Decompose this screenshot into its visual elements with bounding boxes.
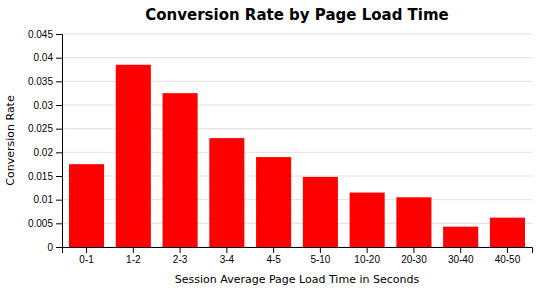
y-tick-label: 0.005	[28, 218, 53, 229]
x-tick-mark	[273, 247, 274, 253]
x-tick-mark	[226, 247, 227, 253]
y-tick-mark	[56, 223, 62, 224]
chart-title: Conversion Rate by Page Load Time	[145, 6, 449, 24]
x-axis-title: Session Average Page Load Time in Second…	[175, 273, 420, 286]
y-tick-label: 0.04	[34, 52, 54, 63]
y-tick-mark	[56, 105, 62, 106]
y-tick: 0.03	[34, 100, 62, 111]
bar	[69, 164, 104, 247]
x-tick-mark	[133, 247, 134, 253]
x-tick-mark	[86, 247, 87, 253]
x-axis: 0-1 1-2 2-3 3-4 4-5 5-10 10-20 20-30 30-40 40-50	[63, 247, 533, 265]
chart-container: 0-11-22-33-44-55-1010-2020-3030-4040-500…	[0, 0, 546, 291]
plot-area: 0-11-22-33-44-55-1010-2020-3030-4040-500…	[28, 29, 533, 265]
y-tick: 0.045	[28, 29, 62, 40]
x-tick-mark	[460, 247, 461, 253]
y-tick-mark	[56, 129, 62, 130]
bar	[490, 218, 525, 247]
y-tick-label: 0.025	[28, 123, 53, 134]
x-tick-label: 5-10	[310, 254, 330, 265]
bar	[303, 177, 338, 247]
y-tick: 0	[47, 242, 62, 253]
y-axis-line	[56, 35, 63, 248]
y-tick-label: 0.045	[28, 29, 53, 40]
bar	[209, 138, 244, 247]
y-tick-mark	[56, 152, 62, 153]
x-tick: 0-1	[79, 247, 94, 265]
x-tick-mark	[180, 247, 181, 253]
bar	[116, 65, 151, 247]
x-tick: 2-3	[173, 247, 188, 265]
x-tick: 4-5	[266, 247, 281, 265]
y-tick-label: 0.035	[28, 76, 53, 87]
y-tick-label: 0	[47, 242, 53, 253]
x-tick: 20-30	[401, 247, 427, 265]
bars	[69, 65, 525, 247]
bar	[443, 227, 478, 247]
x-tick: 10-20	[354, 247, 380, 265]
x-tick: 3-4	[220, 247, 235, 265]
bar	[396, 197, 431, 247]
x-tick: 40-50	[495, 247, 521, 265]
x-tick-label: 2-3	[173, 254, 188, 265]
x-tick-label: 4-5	[266, 254, 281, 265]
y-tick: 0.015	[28, 171, 62, 182]
grid-line	[62, 34, 532, 35]
y-tick: 0.04	[34, 52, 62, 63]
x-tick-label: 30-40	[448, 254, 474, 265]
y-tick: 0.025	[28, 123, 62, 134]
x-tick: 5-10	[310, 247, 330, 265]
y-tick-label: 0.03	[34, 100, 54, 111]
x-tick-label: 3-4	[220, 254, 235, 265]
y-tick-mark	[56, 176, 62, 177]
x-tick-mark	[320, 247, 321, 253]
bar	[256, 157, 291, 247]
y-tick-mark	[56, 200, 62, 201]
chart-svg: 0-11-22-33-44-55-1010-2020-3030-4040-500…	[0, 0, 546, 291]
x-tick-label: 10-20	[354, 254, 380, 265]
y-tick-mark	[56, 81, 62, 82]
y-tick-mark	[56, 247, 62, 248]
y-tick: 0.035	[28, 76, 62, 87]
grid-line	[62, 57, 532, 58]
x-tick-mark	[367, 247, 368, 253]
x-tick-label: 40-50	[495, 254, 521, 265]
y-tick: 0.02	[34, 147, 62, 158]
x-axis-line	[63, 248, 533, 254]
x-tick-label: 20-30	[401, 254, 427, 265]
y-axis-title: Conversion Rate	[4, 95, 17, 186]
x-tick-label: 0-1	[79, 254, 94, 265]
y-tick-label: 0.02	[34, 147, 54, 158]
bar	[163, 93, 198, 247]
grid	[62, 34, 532, 247]
y-tick-label: 0.015	[28, 171, 53, 182]
x-tick: 30-40	[448, 247, 474, 265]
y-tick-label: 0.01	[34, 194, 54, 205]
x-tick-label: 1-2	[126, 254, 141, 265]
x-tick: 1-2	[126, 247, 141, 265]
bar	[350, 193, 385, 247]
y-tick: 0.01	[34, 194, 62, 205]
x-tick-mark	[413, 247, 414, 253]
x-tick-mark	[507, 247, 508, 253]
y-axis: 0 0.005 0.01 0.015 0.02 0.025 0.03 0.035 0.04 0.0…	[28, 29, 63, 253]
y-tick-mark	[56, 58, 62, 59]
y-tick: 0.005	[28, 218, 62, 229]
y-tick-mark	[56, 34, 62, 35]
